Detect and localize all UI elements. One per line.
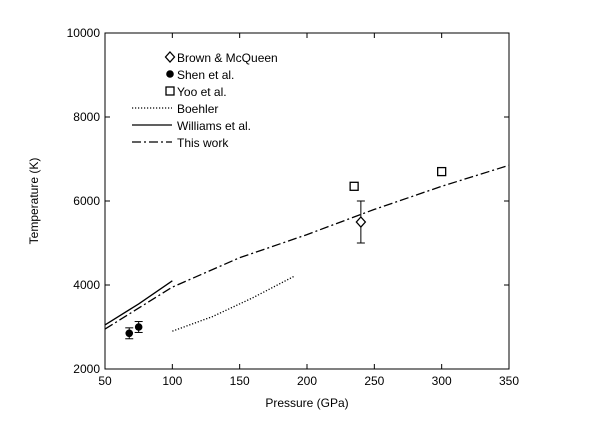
series-line xyxy=(104,164,510,330)
data-point xyxy=(125,329,134,338)
legend-label: Boehler xyxy=(177,102,218,116)
x-tick-label: 150 xyxy=(230,374,250,388)
y-axis-label: Temperature (K) xyxy=(27,158,41,245)
legend-label: This work xyxy=(177,136,229,150)
series-lines xyxy=(104,164,510,332)
series-line xyxy=(104,280,173,326)
plot-frame xyxy=(104,32,510,370)
legend-label: Williams et al. xyxy=(177,119,251,133)
data-point xyxy=(355,216,367,228)
y-tick-label: 8000 xyxy=(73,110,100,124)
y-tick-label: 10000 xyxy=(67,26,101,40)
x-tick-label: 100 xyxy=(162,374,182,388)
series-line xyxy=(172,276,294,332)
y-tick-label: 2000 xyxy=(73,362,100,376)
legend-marker xyxy=(165,86,175,96)
data-point xyxy=(134,323,143,331)
legend: Brown & McQueen Shen et al. Yoo et al. Boeh… xyxy=(132,51,278,150)
data-point xyxy=(437,166,447,177)
y-tick-label: 4000 xyxy=(73,278,100,292)
y-tick-label: 6000 xyxy=(73,194,100,208)
x-axis: 50 100 150 200 250 300 350 xyxy=(98,33,519,388)
legend-marker xyxy=(166,70,174,78)
series-points xyxy=(125,166,447,340)
x-tick-label: 50 xyxy=(98,374,112,388)
x-axis-label: Pressure (GPa) xyxy=(265,396,348,410)
data-point xyxy=(349,181,359,191)
x-tick-label: 250 xyxy=(364,374,384,388)
legend-marker xyxy=(164,51,176,63)
x-tick-label: 350 xyxy=(499,374,519,388)
legend-label: Shen et al. xyxy=(177,68,234,82)
x-tick-label: 300 xyxy=(432,374,452,388)
x-tick-label: 200 xyxy=(297,374,317,388)
legend-label: Yoo et al. xyxy=(177,85,227,99)
y-axis: 2000 4000 6000 8000 10000 xyxy=(67,26,509,376)
legend-label: Brown & McQueen xyxy=(177,51,278,65)
